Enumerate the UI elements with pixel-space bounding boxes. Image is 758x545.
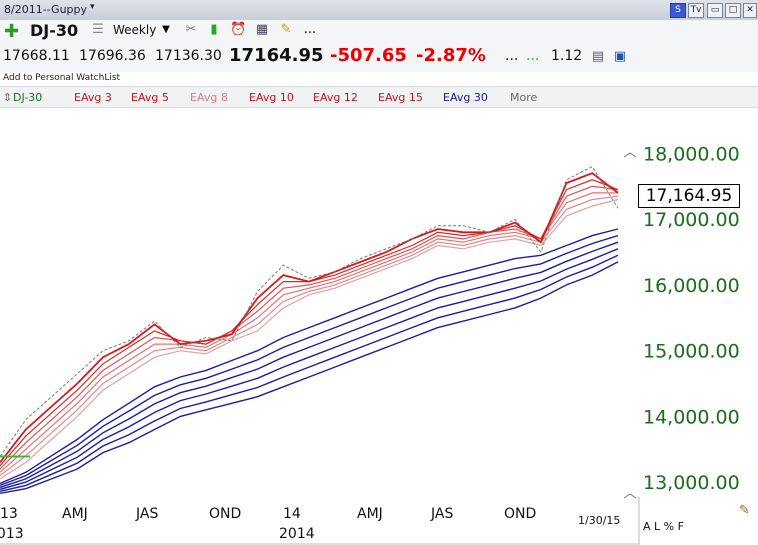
tv-icon[interactable]: Tv bbox=[688, 3, 704, 18]
slow-ema-line-4 bbox=[0, 248, 619, 491]
study-eavg8[interactable]: EAvg 8 bbox=[190, 91, 228, 104]
study-eavg10[interactable]: EAvg 10 bbox=[249, 91, 294, 104]
tools-icon[interactable]: ✂ bbox=[185, 22, 197, 37]
change-value: -507.65 bbox=[330, 45, 407, 66]
x-tick-label: OND bbox=[504, 506, 536, 522]
y-tick-label: 15,000.00 bbox=[643, 341, 740, 363]
save-icon[interactable]: ▣ bbox=[613, 49, 627, 64]
scale-down-arrow bbox=[623, 493, 637, 499]
last-value: 17164.95 bbox=[229, 45, 324, 66]
pencil-icon[interactable]: ✎ bbox=[739, 503, 750, 518]
fast-ema-line-6 bbox=[0, 198, 619, 480]
restore-icon[interactable]: □ bbox=[725, 3, 741, 18]
x-tick-label: JAS bbox=[430, 506, 453, 522]
slow-ema-line-2 bbox=[0, 234, 619, 487]
list-icon[interactable]: ☰ bbox=[92, 22, 104, 37]
fast-ema-line-3 bbox=[0, 185, 619, 470]
fast-ema-line-2 bbox=[0, 179, 619, 467]
price-chart[interactable]: 18,000.00 17,000.00 16,000.00 15,000.00 14,0… bbox=[0, 107, 758, 545]
low-value: 17136.30 bbox=[155, 48, 222, 64]
cursor-date: 1/30/15 bbox=[578, 514, 621, 527]
note-icon[interactable]: ✎ bbox=[280, 22, 292, 37]
slow-ema-line-3 bbox=[0, 241, 619, 489]
slow-ema-line-5 bbox=[0, 254, 619, 492]
x-tick-label: OND bbox=[209, 506, 241, 522]
price-line bbox=[0, 165, 619, 457]
y-tick-label: 16,000.00 bbox=[643, 275, 740, 297]
study-dj30[interactable]: DJ-30 bbox=[13, 91, 43, 104]
minimize-icon[interactable]: ▭ bbox=[707, 3, 723, 18]
y-tick-label: 14,000.00 bbox=[643, 406, 740, 428]
x-tick-label: AMJ bbox=[62, 506, 88, 522]
slow-ema-line-1 bbox=[0, 228, 619, 485]
last-price-box: 17,164.95 bbox=[638, 184, 740, 208]
candles-icon[interactable]: ▮ bbox=[210, 22, 218, 37]
symbol-label[interactable]: DJ-30 bbox=[30, 21, 79, 40]
title-bar: 8/2011--Guppy ▾ S Tv ▭ □ ✕ bbox=[0, 0, 758, 21]
studies-bar: ⇕ DJ-30 EAvg 3 EAvg 5 EAvg 8 EAvg 10 EAv… bbox=[0, 86, 758, 108]
calculator-icon[interactable]: ▦ bbox=[255, 22, 269, 37]
open-value: 17668.11 bbox=[3, 48, 70, 64]
dots-2: ... bbox=[526, 48, 540, 64]
quote-bar: 17668.11 17696.36 17136.30 17164.95 -507… bbox=[0, 42, 758, 72]
slow-ema-line-6 bbox=[0, 261, 619, 494]
scale-mode-buttons[interactable]: A L % F bbox=[643, 520, 684, 533]
y-tick-label: 18,000.00 bbox=[643, 143, 740, 165]
y-tick-label: 17,000.00 bbox=[643, 209, 740, 231]
period-select[interactable]: Weekly bbox=[113, 23, 157, 37]
x-tick-label: 14 bbox=[283, 506, 301, 522]
fast-ema-line-1 bbox=[0, 172, 619, 463]
alarm-icon[interactable]: ⏰ bbox=[230, 22, 247, 37]
arrows-icon[interactable]: ⇕ bbox=[3, 91, 13, 104]
watchlist-link[interactable]: Add to Personal WatchList bbox=[3, 73, 121, 83]
x-tick-year: 2014 bbox=[279, 526, 315, 542]
fast-ema-line-5 bbox=[0, 195, 619, 477]
study-eavg5[interactable]: EAvg 5 bbox=[131, 91, 169, 104]
more-options[interactable]: ... bbox=[303, 22, 317, 37]
change-pct: -2.87% bbox=[416, 45, 486, 66]
dots-1: ... bbox=[505, 48, 519, 64]
x-tick-label: 13 bbox=[0, 506, 18, 522]
x-tick-year: 2013 bbox=[0, 526, 24, 542]
study-eavg3[interactable]: EAvg 3 bbox=[74, 91, 112, 104]
study-eavg30[interactable]: EAvg 30 bbox=[443, 91, 488, 104]
y-tick-label: 13,000.00 bbox=[643, 472, 740, 494]
fast-ema-line-4 bbox=[0, 192, 618, 473]
x-tick-label: JAS bbox=[135, 506, 158, 522]
study-eavg12[interactable]: EAvg 12 bbox=[313, 91, 358, 104]
scale-up-arrow bbox=[623, 152, 637, 158]
add-icon[interactable]: ✚ bbox=[4, 21, 20, 42]
dropdown-arrow-icon[interactable]: ▾ bbox=[90, 2, 95, 12]
period-dropdown-icon[interactable]: ▼ bbox=[162, 24, 170, 35]
close-icon[interactable]: ✕ bbox=[743, 3, 757, 18]
study-eavg15[interactable]: EAvg 15 bbox=[378, 91, 423, 104]
x-tick-label: AMJ bbox=[357, 506, 383, 522]
database-icon[interactable]: ▤ bbox=[591, 49, 605, 64]
chart-name[interactable]: 8/2011--Guppy bbox=[4, 3, 88, 16]
study-more[interactable]: More bbox=[510, 91, 538, 104]
ratio-value: 1.12 bbox=[551, 48, 583, 64]
high-value: 17696.36 bbox=[79, 48, 146, 64]
toolbar: ✚ DJ-30 ☰ Weekly ▼ ✂ ▮ ⏰ ▦ ✎ ... bbox=[0, 20, 758, 42]
s-icon[interactable]: S bbox=[670, 3, 686, 18]
